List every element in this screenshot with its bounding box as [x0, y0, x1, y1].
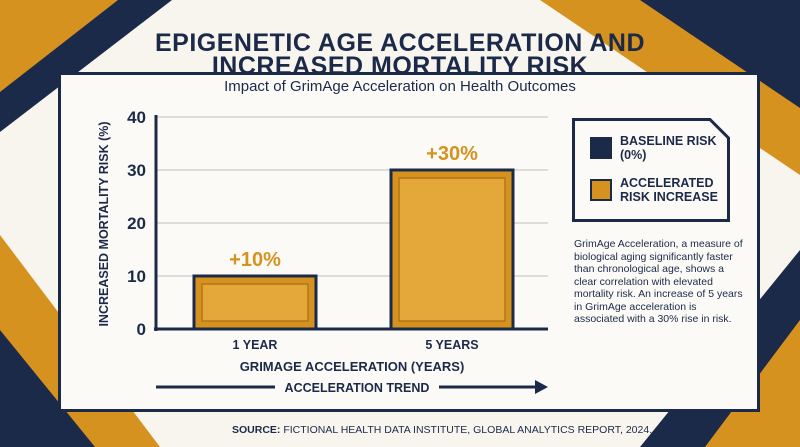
legend-frame — [572, 118, 730, 222]
y-tick-label: 30 — [127, 161, 146, 180]
chart-title-line-2: INCREASED MORTALITY RISK — [211, 52, 589, 80]
trend-label-bg — [275, 378, 439, 396]
x-axis-title: GRIMAGE ACCELERATION (YEARS) — [240, 359, 465, 374]
bar-2-inner — [398, 177, 506, 322]
trend-label: ACCELERATION TREND — [285, 381, 430, 395]
x-tick-label: 5 YEARS — [425, 338, 478, 352]
y-axis-title: INCREASED MORTALITY RISK (%) — [97, 121, 111, 326]
y-tick-label: 10 — [127, 267, 146, 286]
bar-data-label: +10% — [229, 249, 281, 271]
legend-item-accelerated: ACCELERATED RISK INCREASE — [590, 176, 720, 204]
source-note: SOURCE: FICTIONAL HEALTH DATA INSTITUTE,… — [232, 424, 652, 436]
bar-data-label: +30% — [426, 143, 478, 165]
legend-swatch-accelerated — [590, 179, 612, 201]
y-tick-label: 40 — [127, 108, 146, 127]
legend: BASELINE RISK (0%) ACCELERATED RISK INCR… — [572, 118, 728, 220]
x-tick-label: 1 YEAR — [233, 338, 278, 352]
description-text: GrimAge Acceleration, a measure of biolo… — [574, 238, 743, 325]
trend-arrow-head — [535, 380, 548, 394]
chart-subtitle: Impact of GrimAge Acceleration on Health… — [224, 78, 576, 95]
legend-label-accelerated: ACCELERATED RISK INCREASE — [620, 176, 718, 204]
legend-swatch-baseline — [590, 137, 612, 159]
y-tick-label: 0 — [137, 320, 146, 339]
source-text: FICTIONAL HEALTH DATA INSTITUTE, GLOBAL … — [283, 424, 653, 436]
chart-title-line-1: EPIGENETIC AGE ACCELERATION AND — [154, 29, 646, 57]
bar-1-inner — [201, 283, 309, 322]
legend-item-baseline: BASELINE RISK (0%) — [590, 134, 720, 162]
y-tick-label: 20 — [127, 214, 146, 233]
source-label: SOURCE: — [232, 424, 281, 436]
legend-label-baseline: BASELINE RISK (0%) — [620, 134, 717, 162]
